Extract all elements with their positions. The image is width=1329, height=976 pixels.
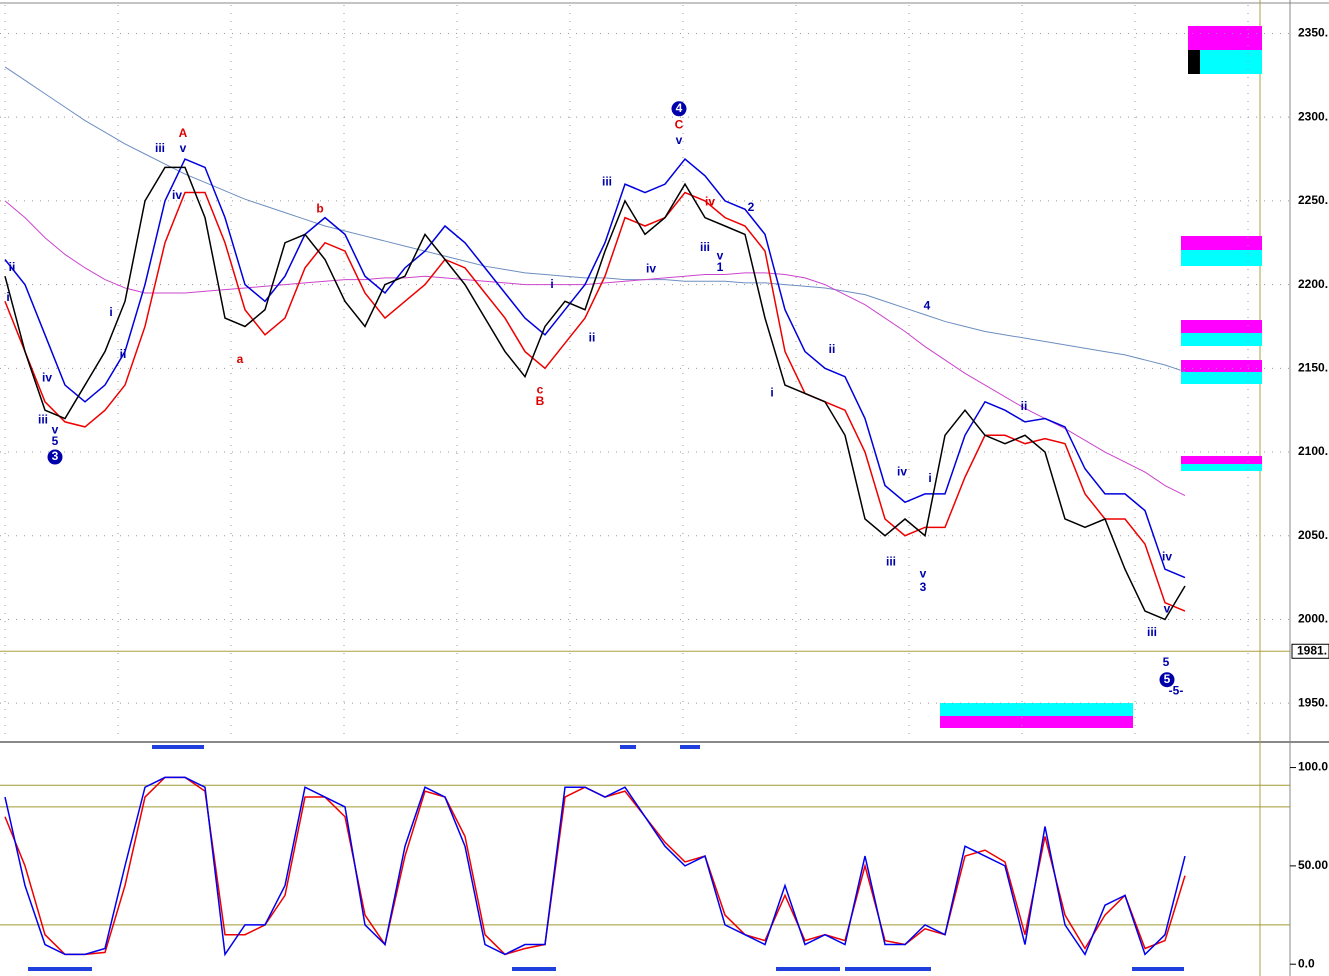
zone <box>1181 456 1262 464</box>
y-tick-label: 2150. <box>1298 360 1328 374</box>
strip <box>620 745 636 749</box>
wave-label: ii <box>9 260 16 274</box>
wave-label: C <box>675 118 684 132</box>
wave-label: 5 <box>1164 672 1171 686</box>
wave-label: i <box>770 386 773 400</box>
wave-label: ii <box>1021 399 1028 413</box>
strip <box>1132 967 1184 971</box>
zone <box>1181 360 1262 372</box>
strip <box>776 967 840 971</box>
zone <box>1188 26 1262 50</box>
y-tick-label: 2000. <box>1298 612 1328 626</box>
wave-label: v <box>52 422 59 436</box>
zone <box>1188 50 1200 74</box>
y-tick-label: 0.0 <box>1298 956 1315 970</box>
zone <box>1181 236 1262 250</box>
series-line <box>4 157 1186 579</box>
strip <box>28 967 92 971</box>
wave-circle <box>671 101 687 117</box>
series-line <box>4 66 1186 373</box>
series-line <box>4 200 1186 497</box>
zone <box>1181 250 1262 266</box>
wave-label: iii <box>602 175 612 189</box>
zone <box>1188 50 1262 74</box>
y-tick-label: 2100. <box>1298 444 1328 458</box>
wave-label: iv <box>705 195 715 209</box>
wave-label: iv <box>1162 550 1172 564</box>
wave-label: v <box>180 141 187 155</box>
wave-label: iii <box>155 141 165 155</box>
wave-label: b <box>316 201 323 215</box>
strip <box>680 745 700 749</box>
y-tick-label: 2200. <box>1298 277 1328 291</box>
wave-label: 4 <box>924 299 931 313</box>
y-tick-label: 50.00 <box>1298 858 1328 872</box>
y-tick-label: 100.0 <box>1298 760 1328 774</box>
wave-label: -5- <box>1169 684 1184 698</box>
wave-label: a <box>237 352 244 366</box>
y-tick-label: 1950. <box>1298 695 1328 709</box>
wave-label: iv <box>646 262 656 276</box>
wave-label: v <box>1164 602 1171 616</box>
zone <box>1181 333 1262 346</box>
zone <box>1181 464 1262 471</box>
wave-label: ii <box>120 347 127 361</box>
zone <box>940 703 1133 716</box>
y-tick-label: 2050. <box>1298 528 1328 542</box>
wave-label: i <box>550 277 553 291</box>
wave-circle <box>1159 672 1175 688</box>
last-price-box <box>1291 643 1329 659</box>
wave-label: c <box>537 382 544 396</box>
wave-label: 3 <box>52 449 59 463</box>
series-line <box>4 191 1186 612</box>
wave-label: iii <box>700 240 710 254</box>
y-tick-label: 2300. <box>1298 109 1328 123</box>
strip <box>845 967 931 971</box>
series-line <box>4 166 1186 621</box>
strip <box>512 967 556 971</box>
wave-label: 2 <box>748 200 755 214</box>
wave-label: 5 <box>1163 655 1170 669</box>
wave-label: ii <box>829 342 836 356</box>
wave-label: iv <box>897 464 907 478</box>
wave-label: v <box>717 248 724 262</box>
wave-label: iv <box>42 371 52 385</box>
wave-label: i <box>928 471 931 485</box>
wave-label: B <box>536 394 545 408</box>
wave-label: i <box>6 290 9 304</box>
strip <box>152 745 204 749</box>
wave-label: 3 <box>920 580 927 594</box>
y-tick-label: 2350. <box>1298 26 1328 40</box>
zone <box>1181 320 1262 333</box>
wave-label: i <box>109 305 112 319</box>
wave-label: ii <box>589 330 596 344</box>
wave-label: A <box>179 126 188 140</box>
wave-label: iv <box>172 188 182 202</box>
wave-label: iii <box>38 412 48 426</box>
series-line <box>4 776 1186 957</box>
last-price-label: 1981. <box>1297 643 1327 657</box>
y-tick-label: 2250. <box>1298 193 1328 207</box>
wave-label: iii <box>1147 625 1157 639</box>
wave-label: 5 <box>52 434 59 448</box>
wave-label: 4 <box>676 101 683 115</box>
wave-label: v <box>920 566 927 580</box>
zone <box>1181 372 1262 384</box>
wave-circle <box>47 449 63 465</box>
zone <box>940 716 1133 728</box>
zone-boxes <box>28 26 1262 971</box>
wave-label: 1 <box>717 260 724 274</box>
wave-label: v <box>676 133 683 147</box>
wave-label: iii <box>886 555 896 569</box>
